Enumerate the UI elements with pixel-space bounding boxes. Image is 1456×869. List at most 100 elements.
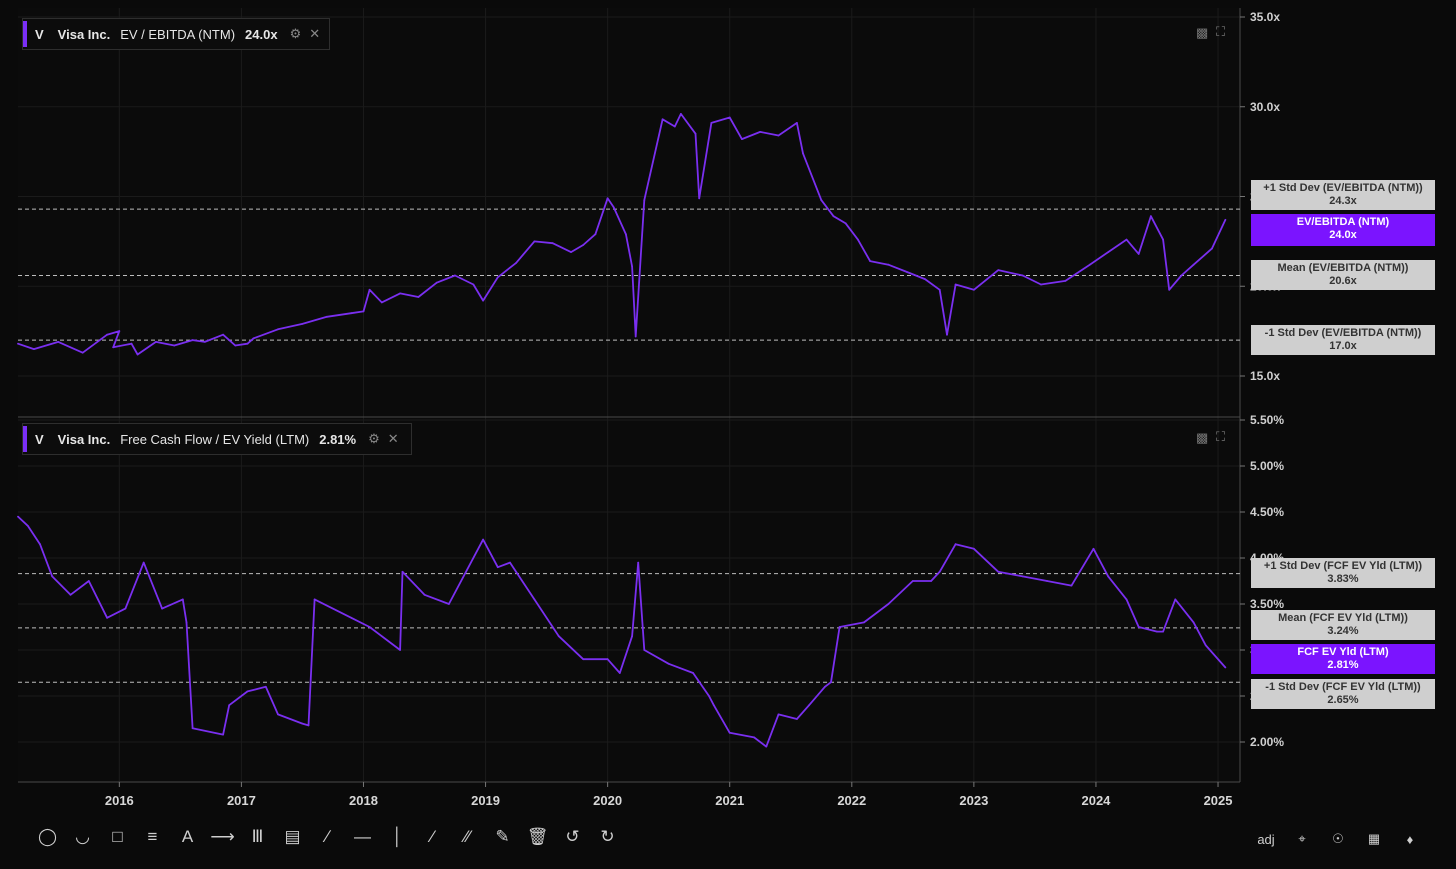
tag-value: 24.0x — [1329, 229, 1357, 241]
data-point — [954, 283, 957, 286]
data-point — [482, 538, 484, 541]
data-point — [1107, 251, 1110, 254]
data-point — [435, 281, 438, 284]
y-tick-label: 2.00% — [1250, 735, 1284, 749]
x-axis-ticks: 2016 2017 2018 2019 2020 2021 2022 2023 2024 2025 — [105, 782, 1232, 808]
data-point — [594, 233, 597, 236]
horizontal-line-tool-icon[interactable]: — — [354, 827, 371, 846]
data-point — [1224, 666, 1227, 669]
cursor-tool-icon[interactable]: Ⅲ — [251, 827, 264, 846]
expand-icon[interactable]: ⛶ — [1216, 429, 1226, 444]
legend-value: 24.0x — [245, 26, 278, 42]
data-point — [301, 722, 304, 725]
data-point — [1040, 283, 1042, 286]
close-icon[interactable]: ✕ — [309, 26, 321, 41]
tag-icon[interactable]: ♦ — [1406, 831, 1414, 847]
price-note-tool-icon[interactable]: ▤ — [284, 827, 301, 846]
tag-value: 2.81% — [1327, 659, 1359, 671]
vertical-line-tool-icon[interactable]: │ — [392, 827, 403, 846]
tag-current: EV/EBITDA (NTM) 24.0x — [1251, 214, 1435, 246]
data-point — [643, 199, 646, 202]
y-tick-label: 5.00% — [1250, 459, 1284, 473]
tag-mean: Mean (EV/EBITDA (NTM)) 20.6x — [1251, 260, 1435, 290]
tag-label: EV/EBITDA (NTM) — [1296, 216, 1390, 228]
data-point — [264, 685, 267, 688]
x-tick-label: 2018 — [349, 793, 378, 808]
legend-bottom[interactable]: V Visa Inc. Free Cash Flow / EV Yield (L… — [22, 423, 412, 455]
settings-icon[interactable]: ⚙ — [368, 431, 380, 446]
arc-tool-icon[interactable]: ◡ — [75, 827, 90, 846]
data-point — [277, 713, 279, 716]
data-point — [557, 635, 560, 638]
rectangle-tool-icon[interactable]: □ — [112, 827, 123, 846]
move-down-icon[interactable]: ▩ — [1196, 25, 1209, 40]
series-color-bar — [23, 21, 27, 47]
data-point — [423, 593, 426, 596]
data-point — [808, 704, 810, 707]
data-point — [661, 118, 664, 121]
data-point — [17, 342, 19, 345]
data-point — [832, 215, 835, 218]
data-point — [710, 122, 713, 124]
data-point — [938, 288, 941, 291]
circle-tool-icon[interactable]: ◯ — [37, 827, 58, 846]
legend-value: 2.81% — [319, 431, 357, 447]
data-point — [618, 672, 621, 674]
data-point — [582, 244, 585, 246]
data-point — [252, 337, 255, 340]
series-line — [17, 113, 1227, 356]
data-point — [26, 524, 29, 527]
settings-icon[interactable]: ⚙ — [289, 26, 302, 41]
parallel-channel-tool-icon[interactable]: ⁄⁄ — [464, 827, 471, 846]
data-point — [643, 649, 646, 651]
data-point — [448, 603, 450, 605]
data-point — [326, 315, 328, 318]
data-point — [1021, 274, 1024, 277]
legend-metric: Free Cash Flow / EV Yield (LTM) — [120, 431, 310, 447]
data-point — [802, 152, 804, 155]
move-up-icon[interactable]: ▩ — [1196, 430, 1209, 445]
data-point — [246, 690, 249, 693]
legend-top[interactable]: V Visa Inc. EV / EBITDA (NTM) 24.0x ⚙ ✕ — [22, 18, 330, 50]
data-point — [824, 685, 826, 688]
redo-icon[interactable]: ↻ — [600, 827, 615, 846]
data-point — [570, 251, 572, 254]
tag-label: Mean (FCF EV Yld (LTM)) — [1278, 612, 1408, 624]
data-point — [954, 543, 957, 546]
pencil-tool-icon[interactable]: ✎ — [495, 827, 510, 846]
crosshair-icon[interactable]: ⌖ — [1298, 831, 1306, 846]
data-point — [69, 593, 72, 596]
data-point — [997, 269, 1000, 271]
tag-label: +1 Std Dev (EV/EBITDA (NTM)) — [1263, 182, 1423, 194]
lasso-icon[interactable]: ☉ — [1332, 831, 1344, 846]
grid-icon[interactable]: ▦ — [1367, 831, 1381, 846]
expand-icon[interactable]: ⛶ — [1216, 24, 1226, 39]
adjust-toggle[interactable]: adj — [1257, 831, 1275, 847]
data-point — [887, 263, 890, 266]
series-lines — [17, 113, 1227, 748]
data-point — [496, 566, 499, 569]
text-tool-icon[interactable]: A — [181, 827, 194, 846]
undo-icon[interactable]: ↺ — [565, 827, 580, 846]
data-point — [924, 278, 926, 280]
data-point — [1125, 238, 1128, 241]
data-point — [222, 333, 225, 336]
close-icon[interactable]: ✕ — [387, 431, 399, 446]
data-point — [1137, 626, 1140, 628]
ray-tool-icon[interactable]: ⁄ — [431, 827, 434, 846]
x-tick-label: 2023 — [959, 793, 988, 808]
data-point — [301, 323, 304, 325]
lines-tool-icon[interactable]: ≡ — [147, 827, 158, 846]
data-point — [938, 570, 941, 573]
data-point — [515, 262, 517, 264]
data-point — [637, 561, 640, 564]
y-tick-label: 5.50% — [1250, 413, 1284, 427]
series-color-bar — [23, 426, 27, 452]
data-point — [1211, 247, 1213, 250]
x-tick-label: 2021 — [715, 793, 744, 808]
trend-line-tool-icon[interactable]: ∕ — [326, 827, 329, 846]
data-point — [454, 274, 456, 277]
arrow-tool-icon[interactable]: ⟶ — [210, 827, 235, 846]
trash-icon[interactable]: 🗑 — [526, 827, 549, 846]
